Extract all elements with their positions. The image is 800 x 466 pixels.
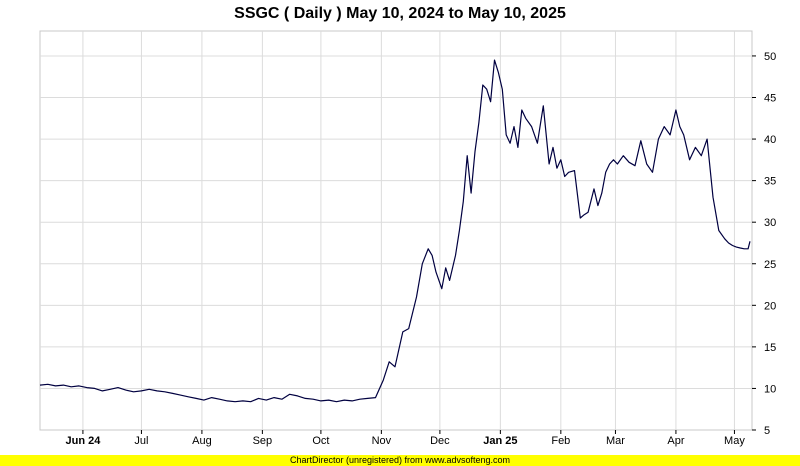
x-axis: Jun 24 Jul Aug Sep Oct Nov Dec Jan 25 Feb Mar Apr M… <box>65 430 745 447</box>
x-tick-label: Jul <box>134 435 148 447</box>
y-tick-label: 45 <box>764 93 776 105</box>
y-axis: 5 10 15 20 25 30 35 40 45 50 <box>752 51 776 437</box>
y-tick-label: 40 <box>764 134 776 146</box>
y-tick-label: 50 <box>764 51 776 63</box>
x-tick-label: Mar <box>606 435 625 447</box>
x-tick-label: Dec <box>430 435 450 447</box>
x-tick-label: Jan 25 <box>483 435 517 447</box>
y-tick-label: 30 <box>764 217 776 229</box>
y-tick-label: 5 <box>764 425 770 437</box>
x-tick-label: Jun 24 <box>65 435 101 447</box>
plot-area <box>39 30 753 431</box>
y-tick-label: 20 <box>764 300 776 312</box>
chart-title: SSGC ( Daily ) May 10, 2024 to May 10, 2… <box>234 5 566 22</box>
x-tick-label: Sep <box>253 435 273 447</box>
footer-watermark: ChartDirector (unregistered) from www.ad… <box>0 455 800 466</box>
series-line <box>39 59 751 403</box>
y-tick-label: 10 <box>764 383 776 395</box>
x-tick-label: May <box>724 435 745 447</box>
y-tick-label: 15 <box>764 342 776 354</box>
x-tick-label: Aug <box>192 435 212 447</box>
series-layer <box>39 59 751 403</box>
x-tick-label: Nov <box>372 435 392 447</box>
grid-lines <box>40 31 752 430</box>
x-tick-label: Feb <box>551 435 570 447</box>
y-tick-label: 35 <box>764 176 776 188</box>
y-tick-label: 25 <box>764 259 776 271</box>
x-tick-label: Oct <box>312 435 329 447</box>
x-tick-label: Apr <box>667 435 684 447</box>
